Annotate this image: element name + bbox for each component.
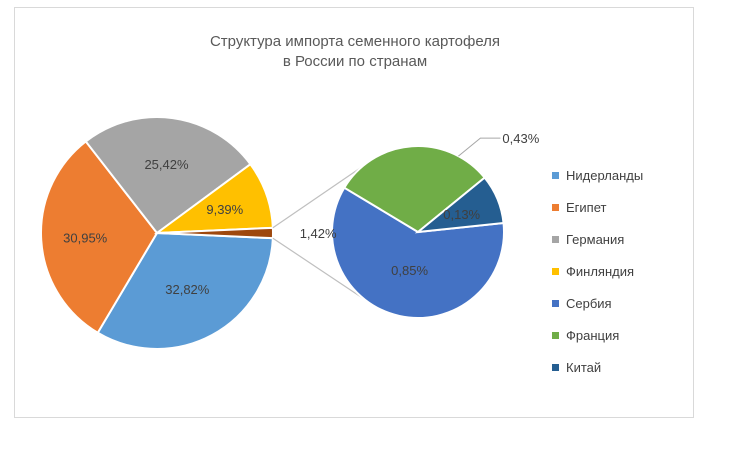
legend-label-финляндия: Финляндия bbox=[566, 264, 634, 279]
main-pie bbox=[40, 116, 274, 350]
legend-marker-сербия bbox=[552, 300, 559, 307]
legend-marker-франция bbox=[552, 332, 559, 339]
legend-label-сербия: Сербия bbox=[566, 296, 612, 311]
main-pie-labels: 32,82% 30,95% 25,42% 9,39% 1,42% bbox=[63, 157, 337, 297]
slice-франция bbox=[342, 145, 487, 234]
legend-marker-нидерланды bbox=[552, 172, 559, 179]
legend-marker-китай bbox=[552, 364, 559, 371]
secondary-pie-labels: 0,85% 0,13% 0,43% bbox=[391, 131, 540, 278]
legend-label-египет: Египет bbox=[566, 200, 607, 215]
secondary-pie bbox=[331, 145, 505, 319]
data-label-египет: 30,95% bbox=[63, 231, 108, 246]
chart-title-line-1: Структура импорта семенного картофеля bbox=[210, 33, 500, 50]
slice-германия bbox=[84, 116, 252, 235]
slice-другие bbox=[156, 226, 274, 240]
slice-египет bbox=[40, 140, 159, 335]
data-label-другие: 1,42% bbox=[300, 226, 337, 241]
legend-label-германия: Германия bbox=[566, 232, 624, 247]
connector-line-bottom bbox=[272, 237, 366, 301]
chart-legend: Нидерланды Египет Германия Финляндия Сербия Ф… bbox=[552, 168, 643, 375]
legend-label-китай: Китай bbox=[566, 360, 601, 375]
chart-title-line-2: в России по странам bbox=[283, 53, 427, 70]
data-label-финляндия: 9,39% bbox=[206, 202, 243, 217]
legend-label-нидерланды: Нидерланды bbox=[566, 168, 643, 183]
slice-нидерланды bbox=[96, 231, 274, 350]
data-label-сербия: 0,85% bbox=[391, 263, 428, 278]
slice-китай bbox=[414, 176, 505, 234]
legend-label-франция: Франция bbox=[566, 328, 619, 343]
data-label-китай: 0,13% bbox=[443, 207, 480, 222]
data-label-франция: 0,43% bbox=[502, 131, 539, 146]
legend-marker-египет bbox=[552, 204, 559, 211]
leader-line-франция bbox=[458, 137, 501, 157]
data-label-нидерланды: 32,82% bbox=[165, 282, 210, 297]
legend-marker-германия bbox=[552, 236, 559, 243]
slice-сербия bbox=[331, 186, 505, 319]
legend-marker-финляндия bbox=[552, 268, 559, 275]
data-label-германия: 25,42% bbox=[144, 157, 189, 172]
